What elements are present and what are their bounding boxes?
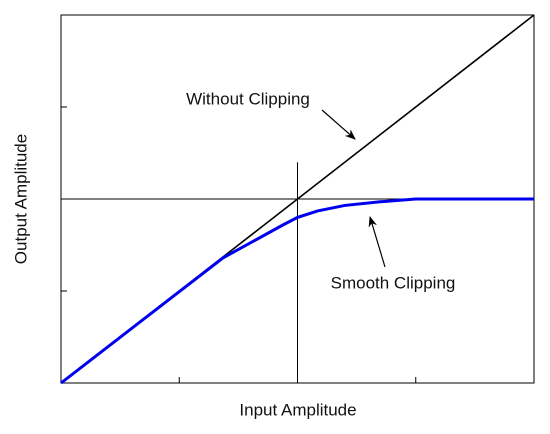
annotation-arrow [321,109,356,140]
annotation: Smooth Clipping [331,273,456,292]
x-axis-label: Input Amplitude [239,400,356,419]
series-line [60,197,534,385]
annotation-arrow [368,215,386,268]
annotation: Without Clipping [186,89,310,108]
y-axis-label: Output Amplitude [11,134,30,264]
